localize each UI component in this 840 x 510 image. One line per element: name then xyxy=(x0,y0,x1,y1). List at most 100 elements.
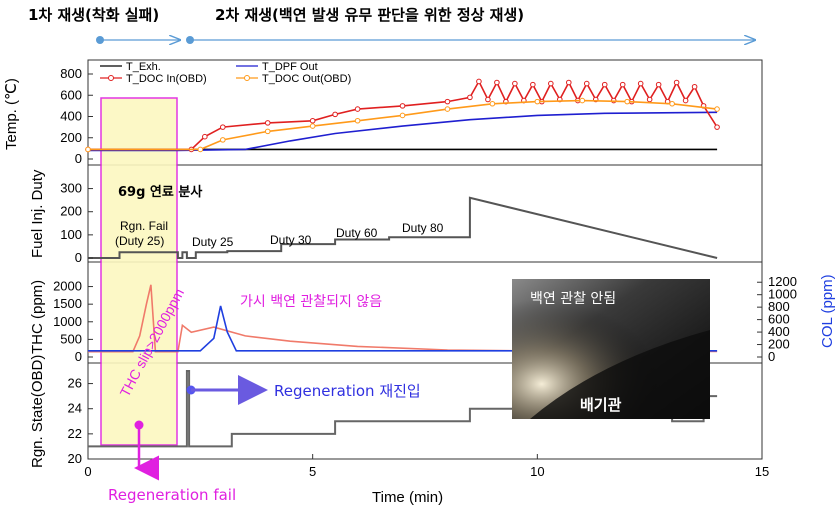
rgn-fail-duty-note: (Duty 25) xyxy=(115,234,164,248)
y-tick-label-2-4: 2000 xyxy=(53,279,82,294)
legend-t-doc-out: T_DOC Out(OBD) xyxy=(262,73,351,85)
legend-t-exh: T_Exh. xyxy=(126,61,161,73)
point-t-doc-in-obd--5 xyxy=(309,117,316,124)
phase2-dot xyxy=(186,36,194,44)
point-t-doc-in-obd--7 xyxy=(354,106,361,112)
duty60-label: Duty 60 xyxy=(336,226,378,240)
point-t-doc-out-obd--9 xyxy=(534,98,541,105)
x-tick-label-2: 10 xyxy=(530,464,544,479)
phase1-dot xyxy=(96,36,104,44)
point-t-doc-out-obd--11 xyxy=(624,98,631,105)
point-t-doc-in-obd--21 xyxy=(565,79,572,86)
series-thc xyxy=(88,284,718,353)
y-right-tick-label-5: 1000 xyxy=(768,287,797,302)
y-tick-label-0-4: 800 xyxy=(60,66,82,81)
point-t-doc-in-obd--6 xyxy=(332,111,338,118)
y-tick-label-0-1: 200 xyxy=(60,130,82,145)
point-t-doc-out-obd--7 xyxy=(444,106,451,112)
series-rgn-state xyxy=(88,370,718,448)
col-ylabel: COL (ppm) xyxy=(819,274,836,348)
x-tick-label-0: 0 xyxy=(84,464,91,479)
no-white-smoke-note: 가시 백연 관찰되지 않음 xyxy=(240,294,382,310)
y-right-tick-label-4: 800 xyxy=(768,299,790,314)
y-tick-label-0-2: 400 xyxy=(60,109,82,124)
y-tick-label-1-0: 0 xyxy=(75,250,82,265)
point-t-doc-out-obd--10 xyxy=(579,97,586,104)
y-tick-label-2-1: 500 xyxy=(60,331,82,346)
phase2-header: 2차 재생(백연 발생 유무 판단을 위한 정상 재생) xyxy=(215,6,524,24)
legend-t-dpf-out: T_DPF Out xyxy=(262,61,318,73)
y-tick-label-0-0: 0 xyxy=(75,151,82,166)
point-t-doc-in-obd--35 xyxy=(691,83,698,90)
point-t-doc-in-obd--27 xyxy=(619,81,626,88)
point-t-doc-in-obd--30 xyxy=(646,96,653,103)
y-right-tick-label-0: 0 xyxy=(768,349,775,364)
point-t-doc-in-obd--2 xyxy=(202,133,208,140)
point-t-doc-in-obd--23 xyxy=(583,80,590,87)
point-t-doc-out-obd--2 xyxy=(220,137,226,143)
point-t-doc-out-obd--0 xyxy=(85,146,91,153)
point-t-doc-out-obd--4 xyxy=(309,123,316,129)
point-t-doc-in-obd--34 xyxy=(682,97,689,104)
temp-legend: T_Exh. T_DOC In(OBD) T_DPF Out T_DOC Out… xyxy=(100,61,351,85)
point-t-doc-out-obd--8 xyxy=(489,100,496,107)
point-t-doc-in-obd--10 xyxy=(467,94,473,101)
y-tick-label-1-3: 300 xyxy=(60,181,82,196)
point-t-doc-out-obd--1 xyxy=(197,146,204,153)
point-t-doc-in-obd--3 xyxy=(220,124,226,130)
point-t-doc-in-obd--11 xyxy=(476,78,482,85)
rgn-fail-note: Rgn. Fail xyxy=(120,219,168,233)
y-tick-label-0-3: 600 xyxy=(60,87,82,102)
y-right-tick-label-1: 200 xyxy=(768,337,790,352)
legend-marker-t-doc-out xyxy=(244,75,250,81)
chart-marks xyxy=(85,78,720,448)
x-tick-label-1: 5 xyxy=(309,464,316,479)
point-t-doc-out-obd--5 xyxy=(354,117,361,124)
fuel-panel-frame xyxy=(87,164,763,263)
phase1-header: 1차 재생(착화 실패) xyxy=(28,6,159,24)
y-tick-label-2-2: 1000 xyxy=(53,314,82,329)
rgn-ylabel: Rgn. State(OBD) xyxy=(29,355,46,468)
temp-ylabel: Temp. (℃) xyxy=(3,78,20,150)
y-right-tick-label-6: 1200 xyxy=(768,274,797,289)
y-right-tick-label-3: 600 xyxy=(768,312,790,327)
y-tick-label-1-1: 100 xyxy=(60,227,82,242)
fuel-injection-note: 69g 연료 분사 xyxy=(118,184,202,200)
point-t-doc-in-obd--13 xyxy=(494,79,500,86)
regen-fail-note: Regeneration fail xyxy=(108,486,236,504)
legend-marker-t-doc-in xyxy=(108,75,114,81)
photo-pipe-shape xyxy=(530,330,710,419)
x-axis-label: Time (min) xyxy=(372,489,443,506)
point-t-doc-in-obd--17 xyxy=(530,81,536,88)
x-tick-label-3: 15 xyxy=(755,464,769,479)
point-t-doc-in-obd--15 xyxy=(512,80,518,87)
point-t-doc-in-obd--9 xyxy=(444,98,451,105)
point-t-doc-out-obd--13 xyxy=(714,106,720,112)
point-t-doc-in-obd--25 xyxy=(601,81,608,88)
fuel-ylabel: Fuel Inj. Duty xyxy=(29,169,46,258)
rgn-panel-frame xyxy=(87,362,763,460)
series-col xyxy=(88,305,718,352)
chart-axes: 0200400600800010020030005001000150020000… xyxy=(53,66,797,479)
exhaust-photo: 백연 관찰 안됨 배기관 xyxy=(512,279,710,419)
point-t-doc-out-obd--3 xyxy=(264,128,271,135)
photo-caption: 백연 관찰 안됨 xyxy=(530,291,616,307)
y-tick-label-2-0: 0 xyxy=(75,349,82,364)
duty80-label: Duty 80 xyxy=(402,221,444,235)
point-t-doc-in-obd--8 xyxy=(399,103,406,109)
y-tick-label-2-3: 1500 xyxy=(53,296,82,311)
y-right-tick-label-2: 400 xyxy=(768,324,790,339)
point-t-doc-in-obd--12 xyxy=(485,96,491,103)
series-t-dpf-out xyxy=(88,111,718,152)
y-tick-label-3-2: 24 xyxy=(68,401,82,416)
series-fuel-inj-duty xyxy=(88,196,718,259)
thc-ylabel: THC (ppm) xyxy=(29,280,46,354)
point-t-doc-out-obd--12 xyxy=(669,100,675,107)
y-tick-label-3-1: 22 xyxy=(68,426,82,441)
point-t-doc-in-obd--29 xyxy=(637,80,644,87)
point-t-doc-in-obd--31 xyxy=(655,81,662,88)
point-t-doc-in-obd--37 xyxy=(714,124,720,130)
point-t-doc-in-obd--19 xyxy=(548,80,554,87)
regen-reentry-note: Regeneration 재진입 xyxy=(274,382,421,400)
